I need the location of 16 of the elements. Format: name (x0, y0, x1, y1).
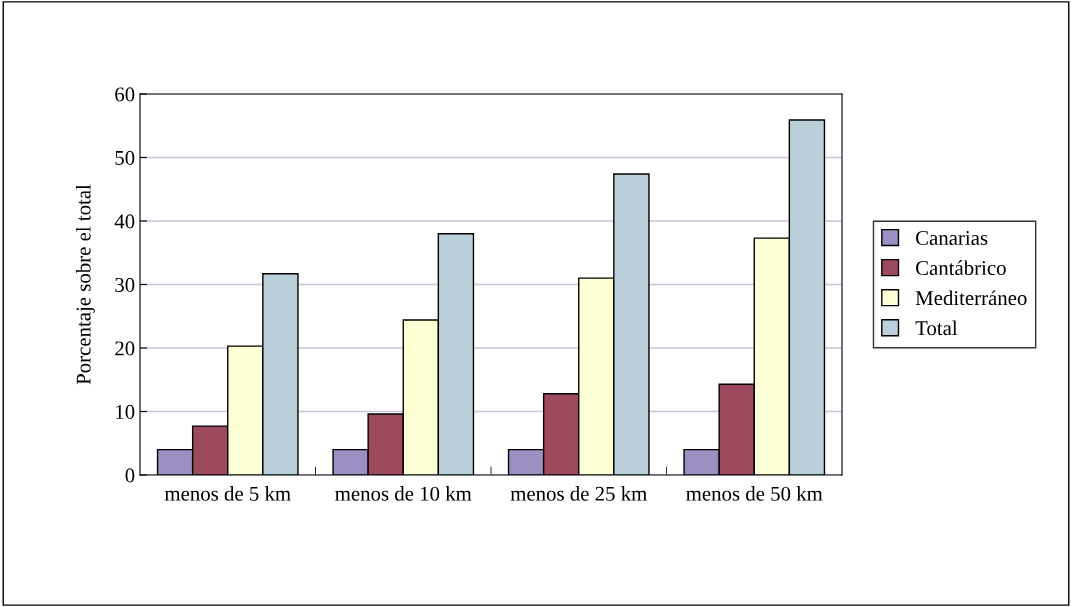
y-tick-label: 30 (115, 277, 135, 292)
y-tick-label: 40 (114, 214, 135, 229)
y-axis-title: Porcentaje sobre el total (75, 184, 95, 385)
legend-label: Cantábrico (916, 260, 1006, 276)
y-tick-label: 20 (115, 341, 135, 356)
legend-label: Mediterráneo (915, 290, 1027, 306)
x-tick-label: menos de 50 km (686, 486, 823, 501)
legend-label: Canarias (916, 231, 988, 245)
legend-label: Total (915, 320, 958, 336)
y-tick-label: 50 (115, 150, 135, 165)
x-tick-label: menos de 5 km (164, 486, 291, 501)
y-tick-label: 10 (116, 404, 135, 419)
x-tick-label: menos de 25 km (510, 486, 647, 501)
y-tick-label: 0 (125, 468, 135, 483)
x-tick-label: menos de 10 km (335, 486, 472, 501)
y-tick-label: 60 (115, 87, 135, 102)
